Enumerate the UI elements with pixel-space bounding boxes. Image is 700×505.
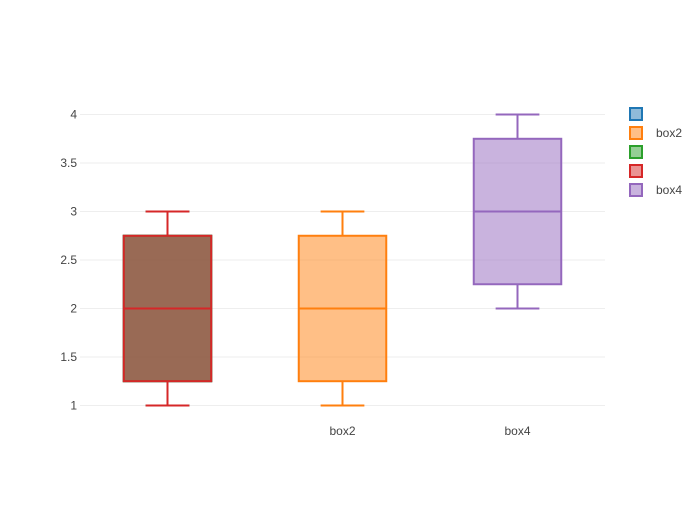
y-axis-tick-labels: 1 1.5 2 2.5 3 3.5 4 xyxy=(60,108,77,413)
y-tick-label: 1.5 xyxy=(60,350,77,364)
legend-label: box2 xyxy=(656,126,682,140)
legend-item[interactable] xyxy=(629,107,643,121)
legend: box2 box4 xyxy=(629,107,682,197)
legend-item[interactable] xyxy=(629,145,643,159)
legend-label: box4 xyxy=(656,183,682,197)
y-tick-label: 1 xyxy=(70,398,77,412)
legend-swatch xyxy=(629,145,643,159)
y-tick-label: 3 xyxy=(70,205,77,219)
box-trace[interactable] xyxy=(122,210,213,407)
y-tick-label: 4 xyxy=(70,108,77,122)
x-tick-label: box2 xyxy=(329,424,355,438)
box-trace[interactable] xyxy=(297,210,388,407)
y-tick-label: 2.5 xyxy=(60,253,77,267)
y-tick-label: 3.5 xyxy=(60,156,77,170)
legend-item[interactable]: box2 xyxy=(629,126,682,140)
legend-item[interactable]: box4 xyxy=(629,183,682,197)
legend-swatch xyxy=(629,126,643,140)
x-axis-tick-labels: box2 box4 xyxy=(329,424,530,438)
box-trace[interactable] xyxy=(472,113,563,310)
box-traces xyxy=(122,113,563,407)
legend-item[interactable] xyxy=(629,164,643,178)
legend-swatch xyxy=(629,164,643,178)
x-tick-label: box4 xyxy=(504,424,530,438)
legend-swatch xyxy=(629,183,643,197)
legend-swatch xyxy=(629,107,643,121)
y-tick-label: 2 xyxy=(70,301,77,315)
